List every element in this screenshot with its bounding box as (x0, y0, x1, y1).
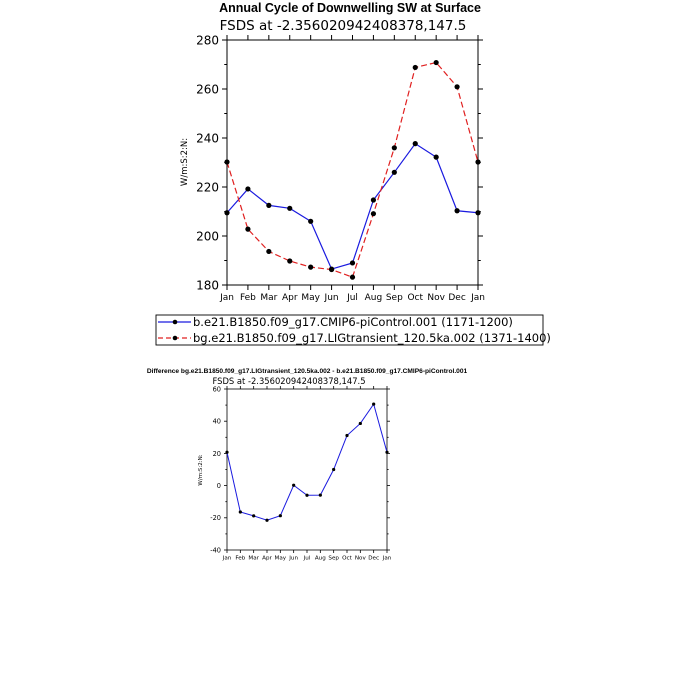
top-x-tick-label: Nov (427, 293, 445, 303)
bottom-x-tick-label: Jan (382, 556, 392, 562)
top-series-0-point (433, 154, 439, 160)
bottom-y-tick-label: 40 (213, 418, 221, 426)
bottom-x-tick-label: Jun (288, 556, 298, 562)
bottom-series-0-point (278, 514, 282, 518)
top-y-axis-label: W/m:S:2:N: (180, 138, 190, 186)
top-x-tick-label: Aug (365, 293, 383, 303)
bottom-series-0-point (238, 510, 242, 514)
top-series-0-point (454, 208, 460, 214)
top-x-tick-label: Mar (260, 293, 277, 303)
top-x-tick-label: Jan (470, 293, 485, 303)
top-x-tick-label: Jul (346, 293, 358, 303)
bottom-x-tick-label: Oct (342, 556, 352, 562)
bottom-x-tick-label: Dec (368, 556, 379, 562)
bottom-chart-subtitle: FSDS at -2.356020942408378,147.5 (212, 376, 365, 386)
bottom-series-0-point (385, 450, 389, 454)
top-series-0-point (370, 197, 377, 203)
bottom-y-tick-label: 60 (213, 385, 221, 393)
top-x-tick-label: Oct (407, 293, 423, 303)
top-series-1-point (412, 64, 418, 71)
legend-box (155, 314, 544, 346)
bottom-series-0-point (252, 514, 256, 518)
bottom-x-tick-label: Jul (303, 556, 311, 562)
top-x-tick-label: Apr (282, 293, 298, 303)
top-series-0-point (412, 141, 418, 147)
top-series-1-point (266, 248, 272, 255)
bottom-series-0-point (292, 483, 296, 487)
top-series-1-point (287, 258, 293, 264)
top-series-1-point (308, 264, 314, 270)
top-legend: b.e21.B1850.f09_g17.CMIP6-piControl.001 … (155, 314, 551, 346)
bottom-x-tick-label: Apr (262, 556, 272, 562)
top-y-tick-label: 220 (196, 180, 219, 194)
top-series-0-point (224, 210, 230, 216)
bottom-series-0-point (225, 450, 229, 454)
bottom-chart-title: Difference bg.e21.B1850.f09_g17.LIGtrans… (147, 368, 468, 375)
top-y-tick-label: 240 (196, 131, 219, 145)
top-series-group (224, 59, 481, 280)
top-series-0-point (391, 169, 397, 175)
top-x-tick-label: Jun (324, 293, 339, 303)
bottom-y-tick-label: -20 (210, 514, 221, 522)
bottom-y-tick-label: -40 (210, 546, 221, 554)
bottom-series-0-point (372, 402, 376, 406)
top-series-0-point (287, 205, 293, 211)
bottom-series-group (225, 402, 389, 522)
bottom-series-0-point (332, 467, 336, 472)
top-x-tick-label: Dec (448, 293, 465, 303)
top-series-0-point (266, 202, 272, 208)
bottom-y-axis-label: W/m:S:2:N: (198, 454, 204, 485)
top-series-1-point (224, 159, 230, 165)
bottom-x-tick-label: Mar (248, 556, 259, 562)
top-series-1-point (433, 59, 439, 66)
legend-label-piControl: b.e21.B1850.f09_g17.CMIP6-piControl.001 … (193, 315, 513, 329)
top-x-tick-label: Jan (219, 293, 234, 303)
bottom-series-0-point (265, 518, 269, 522)
legend-label-LIGtransient: bg.e21.B1850.f09_g17.LIGtransient_120.5k… (193, 331, 551, 345)
top-series-1-point (245, 226, 251, 232)
bottom-series-0-point (358, 421, 362, 426)
top-x-tick-label: Sep (386, 293, 403, 303)
bottom-x-tick-label: Aug (315, 556, 326, 562)
bottom-series-0-point (305, 493, 309, 497)
top-series-1-point (475, 159, 481, 165)
bottom-y-tick-label: 20 (213, 450, 221, 458)
top-series-1-point (370, 211, 377, 217)
bottom-x-tick-label: May (275, 556, 287, 562)
top-y-tick-label: 200 (196, 229, 219, 243)
top-series-0-point (308, 218, 314, 224)
top-series-1-point (454, 84, 460, 90)
top-axes: 180 200 220 240 260 280 Jan Feb Mar Apr May Jun Jul A… (196, 33, 485, 303)
bottom-x-tick-label: Nov (355, 556, 367, 562)
top-chart-subtitle: FSDS at -2.356020942408378,147.5 (220, 18, 467, 34)
top-series-0-point (349, 260, 356, 266)
top-x-tick-label: May (301, 293, 320, 303)
bottom-chart: Difference bg.e21.B1850.f09_g17.LIGtrans… (147, 368, 468, 562)
legend-marker-LIGtransient (172, 335, 178, 341)
top-series-1-point (391, 145, 397, 151)
top-y-tick-label: 260 (196, 82, 219, 96)
bottom-series-0-point (345, 433, 349, 438)
top-y-tick-label: 280 (196, 33, 219, 47)
bottom-x-tick-label: Jan (222, 556, 232, 562)
bottom-x-tick-label: Sep (328, 556, 339, 562)
legend-marker-piControl (172, 319, 178, 325)
top-series-1-point (328, 266, 335, 273)
top-series-1-point (349, 274, 356, 280)
top-x-tick-label: Feb (240, 293, 256, 303)
bottom-y-tick-label: 0 (217, 482, 221, 490)
top-series-0-point (245, 186, 251, 192)
top-y-tick-label: 180 (196, 278, 219, 292)
top-series-0-point (475, 210, 481, 216)
bottom-series-0-point (318, 493, 322, 497)
bottom-x-tick-label: Feb (235, 556, 245, 562)
top-chart: Annual Cycle of Downwelling SW at Surfac… (155, 1, 551, 346)
top-chart-title: Annual Cycle of Downwelling SW at Surfac… (219, 1, 481, 15)
